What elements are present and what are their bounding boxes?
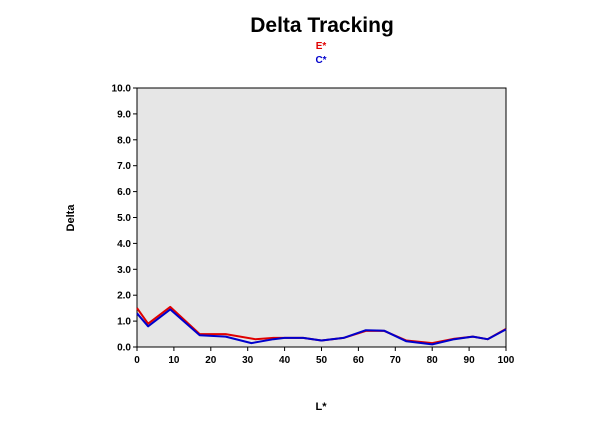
x-tick-label: 90 [464, 355, 476, 366]
y-tick-label: 6.0 [117, 187, 131, 198]
y-tick-label: 7.0 [117, 161, 131, 172]
x-tick-label: 60 [353, 355, 365, 366]
y-tick-label: 4.0 [117, 239, 131, 250]
y-axis: 0.0 1.0 2.0 3.0 4.0 5.0 6.0 7.0 8.0 9.0 10.0 [112, 84, 137, 354]
x-tick-label: 30 [242, 355, 254, 366]
series-line-c [136, 308, 507, 346]
plot-area [136, 87, 507, 348]
x-tick-label: 40 [279, 355, 291, 366]
y-tick-label: 1.0 [117, 317, 131, 328]
y-axis-label: Delta [65, 204, 77, 232]
y-tick-label: 2.0 [117, 291, 131, 302]
x-axis-label: L* [316, 401, 328, 413]
x-tick-label: 70 [390, 355, 402, 366]
y-tick-label: 3.0 [117, 265, 131, 276]
x-tick-label: 0 [134, 355, 140, 366]
y-tick-label: 10.0 [112, 84, 132, 95]
x-axis: 0 10 20 30 40 50 60 70 80 90 100 [134, 347, 515, 366]
y-tick-label: 0.0 [117, 343, 131, 354]
y-tick-label: 5.0 [117, 213, 131, 224]
x-tick-label: 20 [205, 355, 217, 366]
legend-entry-c: C* [315, 55, 326, 66]
x-tick-label: 50 [316, 355, 328, 366]
chart-title: Delta Tracking [250, 14, 394, 37]
x-tick-label: 80 [427, 355, 439, 366]
y-tick-label: 8.0 [117, 135, 131, 146]
legend-entry-e: E* [316, 41, 327, 52]
x-tick-label: 10 [168, 355, 180, 366]
x-tick-label: 100 [498, 355, 515, 366]
series-lines [136, 305, 507, 346]
y-tick-label: 9.0 [117, 109, 131, 120]
